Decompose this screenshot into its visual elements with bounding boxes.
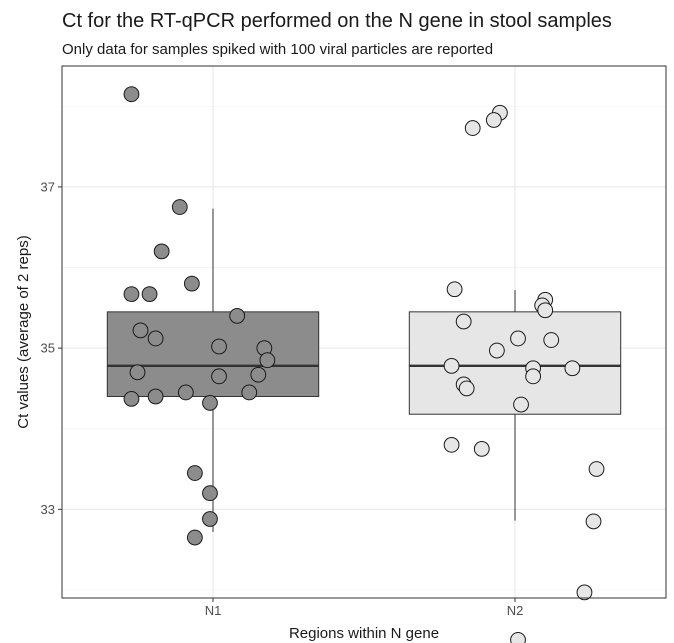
box-n2 bbox=[408, 311, 622, 415]
data-point-n2 bbox=[510, 632, 526, 643]
data-point-n1 bbox=[202, 511, 218, 527]
data-point-n2 bbox=[443, 357, 460, 374]
data-point-n2 bbox=[510, 330, 526, 347]
data-point-n2 bbox=[513, 396, 529, 413]
data-point-n2 bbox=[564, 360, 581, 377]
x-tick-label-n1: N1 bbox=[205, 603, 222, 618]
data-point-n1 bbox=[153, 243, 170, 260]
data-point-n1 bbox=[186, 529, 203, 546]
y-tick-label: 33 bbox=[41, 502, 55, 517]
data-point-n1 bbox=[123, 391, 140, 407]
data-point-n2 bbox=[585, 513, 602, 530]
data-point-n1 bbox=[202, 485, 218, 502]
x-tick-label-n2: N2 bbox=[507, 603, 524, 618]
data-point-n1 bbox=[171, 199, 188, 215]
panel-border bbox=[61, 65, 667, 599]
data-point-n2 bbox=[543, 332, 560, 348]
chart-title: Ct for the RT-qPCR performed on the N ge… bbox=[62, 10, 612, 32]
data-point-n2 bbox=[473, 440, 490, 457]
data-point-n2 bbox=[488, 342, 505, 359]
data-point-n1 bbox=[211, 338, 227, 355]
data-point-n1 bbox=[123, 286, 140, 303]
y-axis-label: Ct values (average of 2 reps) bbox=[15, 235, 32, 428]
data-point-n1 bbox=[229, 307, 246, 324]
data-point-n2 bbox=[455, 313, 472, 330]
y-tick-label: 37 bbox=[41, 179, 55, 194]
data-point-n1 bbox=[211, 368, 227, 385]
data-point-n1 bbox=[250, 366, 267, 383]
data-point-n1 bbox=[141, 286, 158, 303]
data-point-n2 bbox=[443, 436, 460, 453]
data-point-n2 bbox=[464, 120, 481, 136]
data-point-n2 bbox=[588, 461, 605, 477]
data-point-n1 bbox=[129, 364, 146, 381]
data-point-n2 bbox=[537, 302, 554, 319]
data-point-n2 bbox=[576, 584, 593, 601]
data-point-n1 bbox=[147, 330, 164, 347]
data-point-n2 bbox=[525, 368, 542, 385]
data-point-n1 bbox=[147, 388, 164, 405]
data-point-n1 bbox=[177, 384, 194, 401]
data-point-n1 bbox=[202, 395, 218, 411]
data-point-n2 bbox=[458, 380, 475, 397]
data-point-n1 bbox=[132, 322, 149, 339]
data-point-n1 bbox=[183, 275, 200, 292]
data-point-n1 bbox=[123, 86, 140, 103]
y-tick-label: 35 bbox=[41, 341, 55, 356]
data-point-n2 bbox=[446, 281, 463, 298]
chart-subtitle: Only data for samples spiked with 100 vi… bbox=[62, 41, 494, 58]
x-axis-label: Regions within N gene bbox=[289, 625, 439, 642]
data-point-n1 bbox=[259, 352, 276, 369]
data-point-n1 bbox=[241, 384, 258, 401]
data-point-n2 bbox=[485, 112, 502, 128]
data-point-n1 bbox=[186, 465, 203, 481]
